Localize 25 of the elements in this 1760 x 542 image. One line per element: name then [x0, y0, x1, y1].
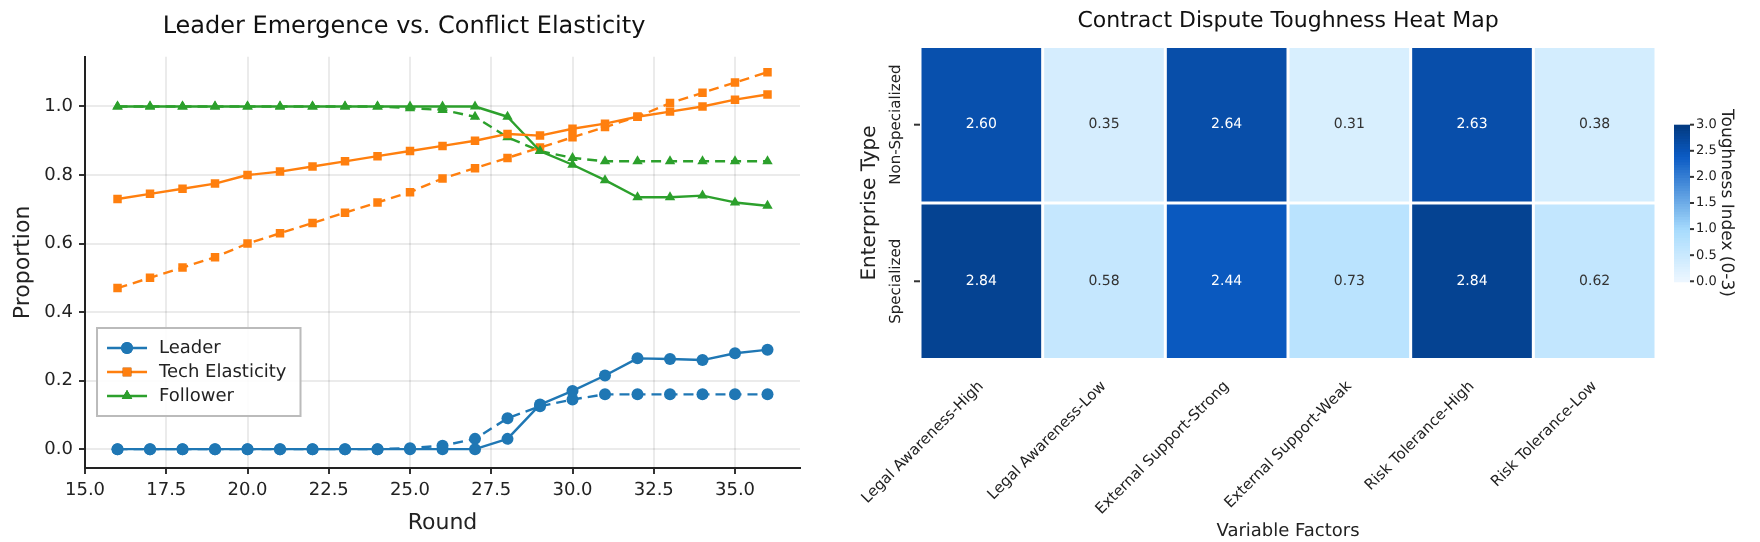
- y-axis-title: Proportion: [8, 205, 35, 320]
- x-tick-label: 25.0: [389, 481, 431, 502]
- chart-title: Contract Dispute Toughness Heat Map: [1077, 6, 1499, 33]
- legend-label: Follower: [159, 386, 235, 407]
- x-axis-title: Round: [407, 508, 478, 535]
- y-tick-label: 0.4: [44, 302, 74, 323]
- x-tick-label: 30.0: [552, 481, 594, 502]
- legend-label: Tech Elasticity: [157, 362, 288, 383]
- y-tick-label: 0.2: [44, 371, 74, 392]
- x-tick-label: 27.5: [471, 481, 512, 502]
- x-tick-label: 15.0: [64, 481, 106, 502]
- color-bar-title: Toughness Index (0-3): [1715, 107, 1736, 297]
- y-tick-label: 1.0: [44, 97, 74, 118]
- x-tick-label: 17.5: [146, 481, 187, 502]
- x-tick-label: 20.0: [227, 481, 269, 502]
- x-axis-title: Variable Factors: [1216, 521, 1361, 542]
- x-tick-label: 35.0: [714, 481, 756, 502]
- y-tick-label: 0.0: [44, 439, 74, 460]
- x-tick-label: 32.5: [633, 481, 674, 502]
- chart-title: Leader Emergence vs. Conflict Elasticity: [162, 10, 646, 39]
- legend-label: Leader: [159, 338, 222, 359]
- y-tick-label: 0.8: [44, 165, 74, 186]
- x-tick-label: 22.5: [308, 481, 349, 502]
- y-tick-label: 0.6: [44, 234, 74, 255]
- y-axis-title: Enterprise Type: [859, 125, 882, 281]
